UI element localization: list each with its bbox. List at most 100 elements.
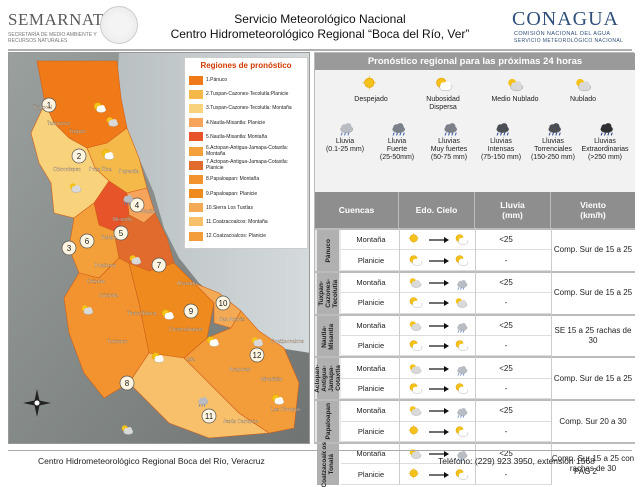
col-viento-unit: (km/h): [580, 210, 606, 220]
wind-value: Comp. Sur de 15 a 25: [551, 230, 635, 271]
legend-label: 5.Nautla-Misantla: Montaña: [206, 133, 268, 140]
cloudy-icon: [407, 362, 423, 378]
legend-swatch: [189, 160, 203, 170]
rain-legend-item: Lluvias Intensas (75-150 mm): [475, 118, 527, 162]
sky-condition: [407, 382, 473, 396]
arrow-right-icon: [429, 279, 449, 286]
sub-region-name: Montaña: [356, 406, 386, 416]
legend-label: 9.Papaloapan: Planicie: [206, 190, 258, 197]
rain-legend-line1: Lluvias: [438, 138, 460, 145]
sub-region-name: Planicie: [357, 469, 385, 479]
arrow-right-icon: [429, 322, 449, 329]
place-label: Alvarado: [177, 281, 197, 287]
conagua-subtitle-2: SERVICIO METEOROLÓGICO NACIONAL: [514, 38, 624, 44]
rain-legend-item: Lluvia (0.1-25 mm): [319, 118, 371, 154]
page-header: SEMARNAT SECRETARÍA DE MEDIO AMBIENTE Y …: [0, 0, 640, 51]
arrow-right-icon: [429, 365, 449, 372]
map-legend: Regiones de pronóstico 1.Pánuco 2.Tuxpan-…: [184, 57, 308, 249]
region-number-label: 6: [85, 237, 90, 246]
rain-icon: [453, 276, 469, 292]
sub-region-name: Planicie: [357, 255, 385, 265]
header-title-line2: Centro Hidrometeorológico Regional “Boca…: [170, 27, 470, 41]
partly-cloudy-icon: [407, 254, 423, 270]
legend-label: 10.Sierra Los Tuxtlas: [206, 204, 253, 211]
mexico-seal-icon: [100, 6, 138, 44]
sub-region-name: Montaña: [356, 235, 386, 245]
cloudy-icon: [508, 78, 524, 92]
storm-icon: [496, 123, 510, 136]
region-number-9: 9: [183, 303, 199, 319]
column-divider: [399, 228, 400, 485]
legend-title: Regiones de pronóstico: [200, 61, 292, 70]
legend-item: 12.Coatzacoalcos: Planicie: [189, 229, 303, 243]
legend-label: 11.Coatzacoalcos: Montaña: [206, 218, 268, 225]
place-label: Jesús Carranza: [223, 419, 258, 425]
cloudy-icon: [407, 319, 423, 335]
basin-band: Tuxpan-Cazones-Tecolutla Montaña <25 Planic…: [315, 270, 635, 314]
place-label: Huatusco: [95, 263, 116, 269]
basin-name: Actopan-Antigua-Jamapa-Cotaxtla: [314, 364, 342, 393]
place-label: Orizaba: [87, 279, 105, 285]
place-label: Misantla: [113, 217, 132, 223]
legend-swatch: [189, 118, 203, 128]
partly-cloudy-icon: [453, 233, 469, 249]
sky-legend-item: Nublado: [553, 76, 613, 104]
column-divider: [551, 228, 552, 485]
basin-label: Actopan-Antigua-Jamapa-Cotaxtla: [314, 358, 342, 400]
header-title-line1: Servicio Meteorológico Nacional: [234, 12, 406, 26]
sub-region-name: Montaña: [356, 277, 386, 287]
table-header: Cuencas Edo. Cielo Lluvia (mm) Viento (k…: [315, 192, 635, 228]
semarnat-logo-subtitle: SECRETARÍA DE MEDIO AMBIENTE Y RECURSOS …: [8, 32, 97, 44]
header-divider: [8, 49, 632, 51]
partly-cloudy-icon: [436, 77, 453, 92]
col-cielo: Edo. Cielo: [399, 192, 475, 228]
rain-legend-line1: Lluvias: [594, 138, 616, 145]
arrow-right-icon: [429, 343, 449, 350]
sky-condition: [407, 447, 473, 461]
partly-cloudy-icon: [407, 296, 423, 312]
basin-label: Tuxpan-Cazones-Tecolutla: [317, 272, 339, 314]
place-label: Tierra Blanca: [127, 311, 157, 317]
region-number-6: 6: [79, 233, 95, 249]
sky-condition: [407, 319, 473, 333]
partly-cloudy-icon: [151, 352, 165, 363]
rain-value: <25: [499, 235, 513, 245]
legend-swatch: [189, 231, 203, 241]
region-number-label: 11: [205, 412, 214, 421]
rain-legend-line1: Lluvia: [335, 138, 355, 145]
legend-swatch: [189, 203, 203, 213]
legend-swatch: [189, 174, 203, 184]
rain-legend-line2: Fuerte: [386, 146, 408, 153]
sun-icon: [407, 424, 423, 441]
rain-value: -: [504, 255, 508, 265]
rain-legend-line1: Lluvias: [542, 138, 564, 145]
sky-legend-item: Nubosidad Dispersa: [413, 76, 473, 112]
legend-item: 4.Nautla-Misantla: Planicie: [189, 116, 303, 130]
rain-icon: [123, 195, 134, 205]
basin-label: Papaloapan: [317, 401, 339, 442]
legend-label: 12.Coatzacoalcos: Planicie: [206, 233, 267, 240]
legend-swatch: [189, 103, 203, 113]
sky-legend-item: Despejado: [341, 76, 401, 104]
rain-legend-line2: Extraordinarias: [581, 146, 629, 153]
place-label: Minatitlán: [261, 377, 283, 383]
rain-legend-item: Lluvia Fuerte (25-50mm): [371, 118, 423, 162]
sub-region-name: Planicie: [357, 298, 385, 308]
col-lluvia-label: Lluvia: [500, 200, 525, 210]
sun-icon: [362, 76, 377, 90]
partly-cloudy-icon: [453, 339, 469, 355]
place-label: Córdoba: [99, 293, 118, 299]
cloudy-icon: [106, 117, 119, 127]
rain-value: -: [504, 383, 508, 393]
rain-value: -: [504, 298, 508, 308]
region-number-12: 12: [249, 347, 265, 363]
place-label: Chicontepec: [53, 167, 81, 173]
place-label: Cosamaloapan: [169, 327, 203, 333]
col-viento-label: Viento: [580, 200, 606, 210]
legend-label: 6.Actopan-Antigua-Jamapa-Cotaxtla: Monta…: [206, 145, 288, 158]
rain-legend-item: Lluvias Muy fuertes (50-75 mm): [423, 118, 475, 162]
rain-legend-item: Lluvias Extraordinarias (>250 mm): [579, 118, 631, 162]
partly-cloudy-icon: [453, 254, 469, 270]
col-lluvia: Lluvia (mm): [475, 192, 551, 228]
sky-condition: [407, 467, 473, 482]
